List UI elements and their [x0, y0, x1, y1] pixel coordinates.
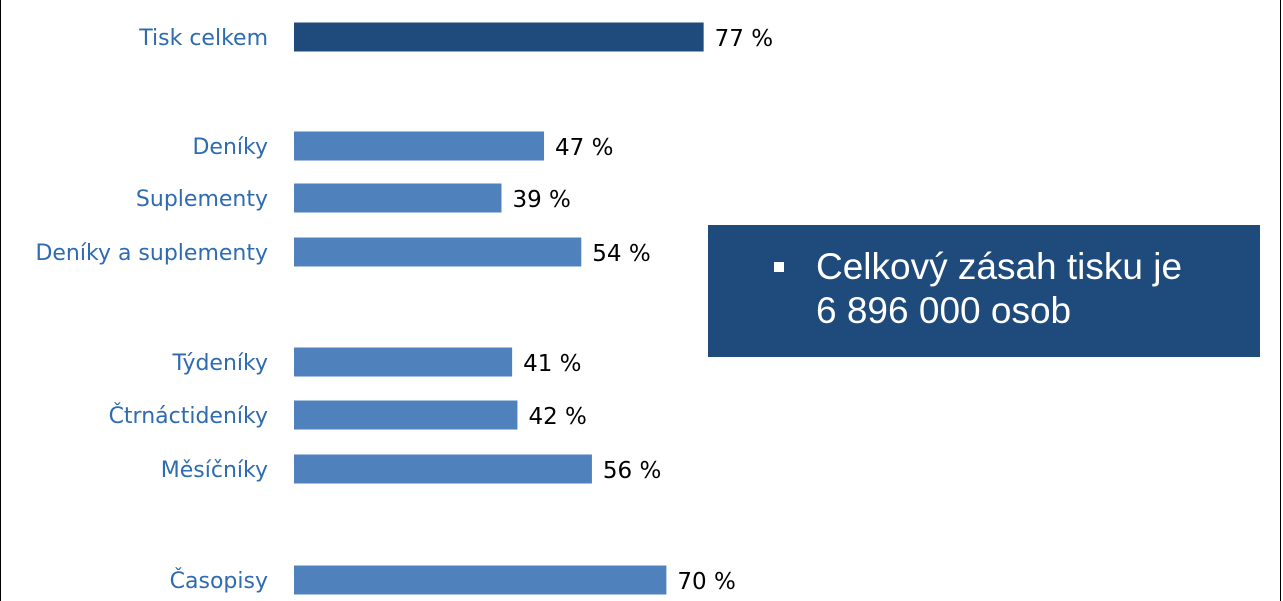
reach-callout-box: Celkový zásah tisku je 6 896 000 osob: [708, 225, 1260, 357]
category-label-tydeniky: Týdeníky: [171, 351, 268, 376]
category-label-deniky: Deníky: [192, 135, 268, 160]
square-bullet-icon: [774, 262, 784, 272]
value-label-ctrnactideniky: 42 %: [528, 404, 586, 430]
value-label-mesicniky: 56 %: [603, 458, 661, 484]
value-label-tydeniky: 41 %: [523, 351, 581, 377]
category-label-tisk-celkem: Tisk celkem: [138, 26, 268, 51]
bar-mesicniky: [294, 454, 592, 484]
value-label-deniky: 47 %: [555, 135, 613, 161]
bar-suplementy: [294, 183, 502, 213]
value-label-tisk-celkem: 77 %: [715, 26, 773, 52]
category-label-deniky-a-suplementy: Deníky a suplementy: [35, 241, 268, 266]
category-label-casopisy: Časopisy: [170, 568, 268, 594]
bar-deniky-a-suplementy: [294, 237, 582, 267]
callout-text: Celkový zásah tisku je 6 896 000 osob: [816, 246, 1183, 331]
bar-tydeniky: [294, 347, 513, 377]
category-label-ctrnactideniky: Čtrnáctideníky: [109, 403, 268, 429]
bar-deniky: [294, 131, 545, 161]
bar-ctrnactideniky: [294, 400, 518, 430]
value-label-suplementy: 39 %: [512, 187, 570, 213]
category-label-mesicniky: Měsíčníky: [161, 458, 268, 483]
bar-tisk-celkem: [294, 22, 704, 52]
value-label-deniky-a-suplementy: 54 %: [592, 241, 650, 267]
category-label-suplementy: Suplementy: [136, 187, 268, 212]
value-label-casopisy: 70 %: [677, 569, 735, 595]
bar-casopisy: [294, 565, 667, 595]
